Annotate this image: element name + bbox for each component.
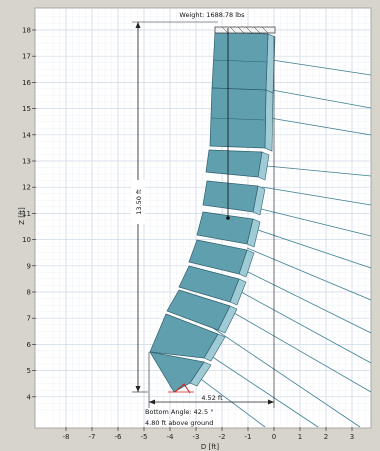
x-tick-label: -7 xyxy=(89,433,96,441)
coverage-ray xyxy=(251,227,372,269)
x-tick-labels: -8 -7 -6 -5 -4 -3 -2 -1 0 1 2 3 xyxy=(63,433,355,441)
cabinet-divider xyxy=(212,59,268,63)
coverage-ray xyxy=(231,286,372,364)
coverage-ray xyxy=(271,59,372,76)
y-tick-label: 10 xyxy=(22,236,31,244)
y-tick-label: 9 xyxy=(27,262,31,270)
coverage-ray xyxy=(256,207,372,237)
speaker-cabinet xyxy=(209,87,267,149)
speaker-cabinet xyxy=(166,289,231,331)
y-tick-label: 4 xyxy=(27,393,32,401)
weight-label: Weight: 1688.78 lbs xyxy=(179,11,245,19)
height-dimension: 13.50 ft xyxy=(131,21,218,393)
y-tick-label: 14 xyxy=(22,131,31,139)
y-tick-label: 12 xyxy=(22,184,31,192)
rigging-frame xyxy=(214,26,276,34)
speaker-cabinet xyxy=(205,149,263,178)
speaker-cabinets xyxy=(149,31,276,393)
x-axis-label: D [ft] xyxy=(201,443,219,451)
speaker-cabinet xyxy=(178,265,240,303)
width-dimension: 4.52 ft xyxy=(148,36,275,408)
above-ground-label: 4.80 ft above ground xyxy=(145,419,213,427)
x-tick-label: 1 xyxy=(298,433,302,441)
speaker-cabinet xyxy=(202,180,259,213)
coverage-ray xyxy=(261,186,372,206)
coverage-ray xyxy=(239,267,372,334)
speaker-cabinet xyxy=(149,351,205,393)
y-tick-label: 7 xyxy=(27,315,31,323)
bottom-angle-label: Bottom Angle: 42.5 ° xyxy=(145,408,213,416)
y-tick-label: 17 xyxy=(22,53,31,61)
speaker-cabinet xyxy=(149,313,219,359)
coverage-ray xyxy=(221,305,372,393)
y-tick-label: 16 xyxy=(22,79,31,87)
x-tick-label: -3 xyxy=(193,433,200,441)
width-dim-label: 4.52 ft xyxy=(201,394,223,402)
y-tick-label: 18 xyxy=(22,27,31,35)
y-tick-label: 15 xyxy=(22,105,31,113)
x-tick-label: -2 xyxy=(219,433,226,441)
x-tick-label: -6 xyxy=(115,433,123,441)
cabinet-side xyxy=(264,89,274,152)
coverage-ray xyxy=(271,89,372,109)
y-tick-label: 11 xyxy=(22,210,31,218)
x-tick-label: 3 xyxy=(350,433,354,441)
coverage-ray xyxy=(266,165,372,177)
speaker-cabinet xyxy=(196,211,254,245)
x-tick-label: -8 xyxy=(63,433,70,441)
coverage-ray xyxy=(195,345,319,428)
x-tick-label: 0 xyxy=(272,433,276,441)
x-tick-label: 2 xyxy=(324,433,328,441)
bottom-angle-marker xyxy=(168,383,194,394)
height-dim-label: 13.50 ft xyxy=(135,189,143,215)
y-tick-label: 13 xyxy=(22,158,31,166)
y-axis-label: Z [ft] xyxy=(18,207,26,225)
y-tick-labels: 18 17 16 15 14 13 12 11 10 9 8 7 6 5 4 xyxy=(22,27,31,402)
cabinet-divider xyxy=(210,117,266,121)
x-tick-label: -1 xyxy=(245,433,252,441)
y-tick-label: 6 xyxy=(27,341,32,349)
speaker-cabinet xyxy=(188,239,248,275)
coverage-ray xyxy=(269,117,372,136)
coverage-ray xyxy=(209,325,361,428)
x-tick-label: -4 xyxy=(167,433,175,441)
coverage-ray xyxy=(246,247,372,301)
coverage-rays xyxy=(181,59,372,428)
center-of-gravity-point xyxy=(226,216,230,220)
y-tick-label: 5 xyxy=(27,367,31,375)
x-tick-label: -5 xyxy=(141,433,148,441)
y-tick-label: 8 xyxy=(27,289,31,297)
